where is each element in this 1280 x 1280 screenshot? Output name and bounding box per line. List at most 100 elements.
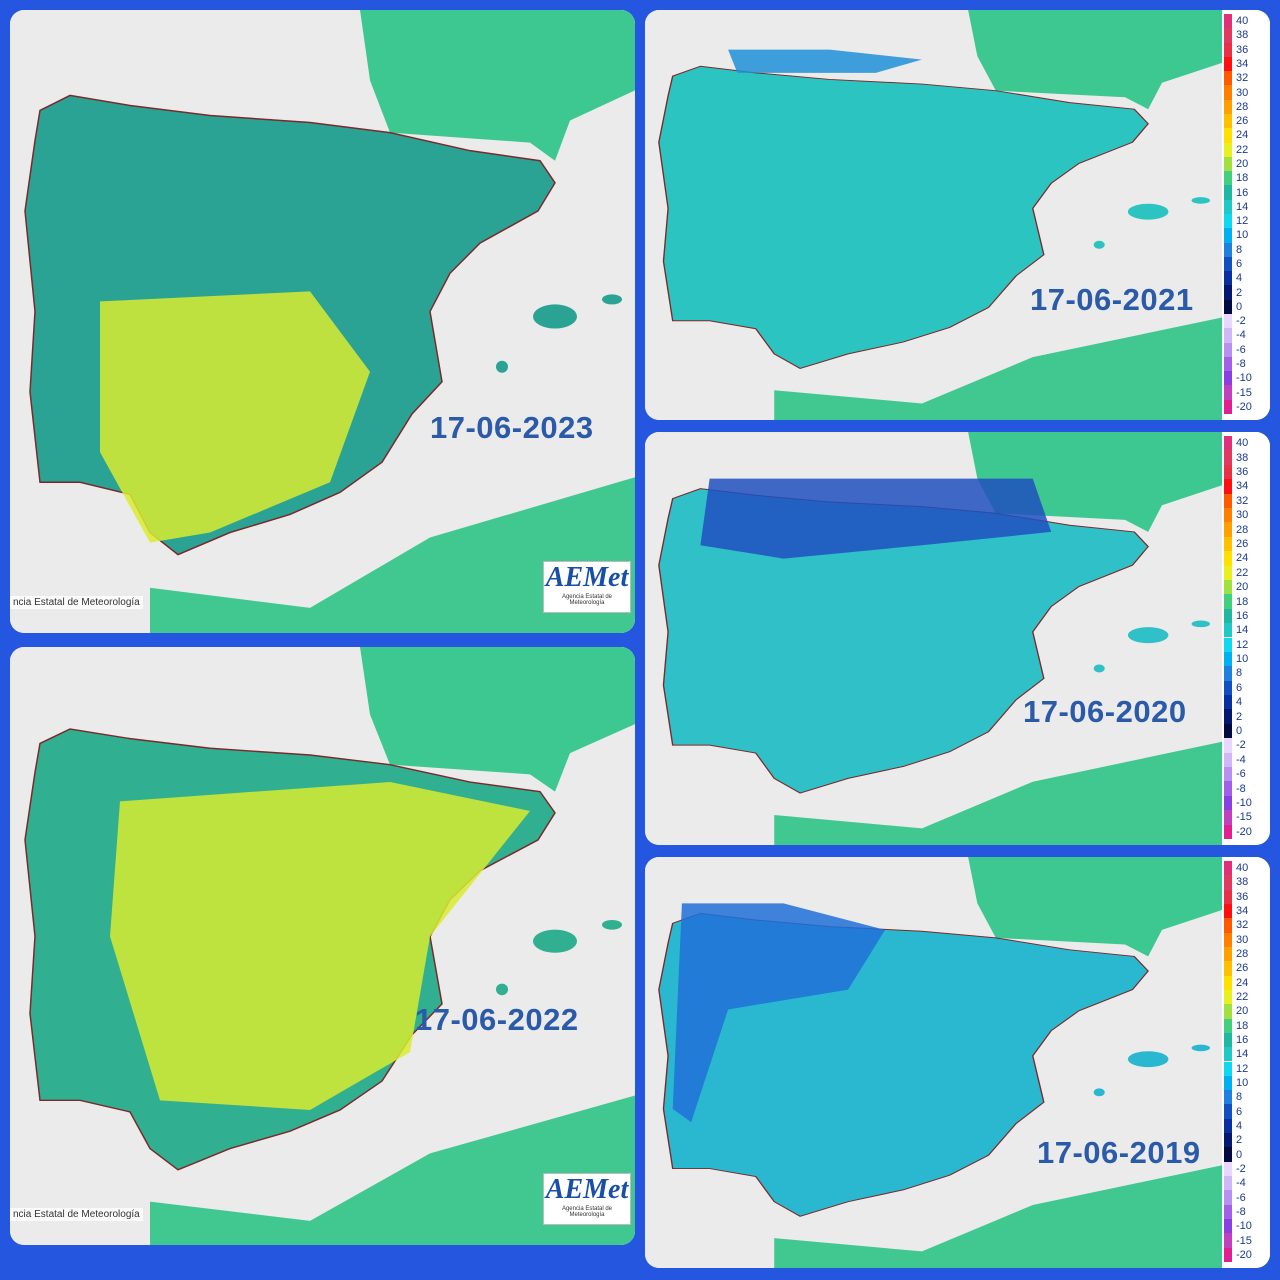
legend-label: -10 (1236, 1220, 1252, 1233)
legend-swatch (1224, 1176, 1232, 1191)
legend-label: 32 (1236, 72, 1249, 85)
legend-label: 12 (1236, 215, 1249, 228)
map-panel: 17-06-2019 40 38 36 34 32 30 28 26 24 22 20 18 16 14 12… (645, 857, 1270, 1268)
legend-swatch (1224, 651, 1232, 667)
legend-swatch (1224, 810, 1232, 825)
legend-label: 38 (1236, 451, 1249, 464)
legend-label: 38 (1236, 876, 1249, 889)
island (1191, 1044, 1210, 1052)
legend-label: -2 (1236, 1162, 1246, 1175)
legend-swatch (1224, 1161, 1232, 1177)
legend-label: 4 (1236, 1119, 1243, 1132)
legend-label: 30 (1236, 509, 1249, 522)
legend-swatch (1224, 114, 1232, 129)
legend-label: 8 (1236, 1091, 1243, 1104)
legend-swatch (1224, 479, 1232, 494)
temperature-map (10, 10, 635, 633)
legend-label: -15 (1236, 811, 1252, 824)
legend-swatch (1224, 128, 1232, 143)
footer-text: ncia Estatal de Meteorología (10, 596, 143, 609)
legend-label: 32 (1236, 919, 1249, 932)
legend-swatch (1224, 1233, 1232, 1248)
legend-label: -8 (1236, 1205, 1246, 1218)
date-label: 17-06-2021 (1030, 282, 1194, 317)
island (1093, 1088, 1105, 1097)
legend-swatch (1224, 536, 1232, 552)
date-label: 17-06-2022 (415, 1002, 579, 1037)
temperature-map (645, 857, 1222, 1268)
legend-label: -10 (1236, 797, 1252, 810)
temperature-zone (728, 49, 922, 73)
legend-label: 26 (1236, 962, 1249, 975)
legend-label: 26 (1236, 537, 1249, 550)
legend-label: 14 (1236, 1048, 1249, 1061)
legend-swatch (1224, 171, 1232, 186)
legend-label: 14 (1236, 200, 1249, 213)
legend-label: 28 (1236, 523, 1249, 536)
legend-label: 40 (1236, 15, 1249, 28)
date-label: 17-06-2020 (1023, 694, 1187, 729)
legend-swatch (1224, 385, 1232, 400)
legend-swatch (1224, 608, 1232, 624)
legend-label: 40 (1236, 437, 1249, 450)
legend-label: 0 (1236, 1148, 1243, 1161)
africa (774, 1165, 1222, 1268)
legend-swatch (1224, 861, 1232, 876)
legend-swatch (1224, 356, 1232, 372)
legend: 40 38 36 34 32 30 28 26 24 22 20 18 16 14 12 10 8 6 4 2 0 -2-… (1222, 432, 1270, 845)
legend-swatch (1224, 256, 1232, 272)
legend-swatch (1224, 738, 1232, 753)
legend-swatch (1224, 1118, 1232, 1134)
legend-swatch (1224, 709, 1232, 724)
legend-label: 24 (1236, 129, 1249, 142)
legend-swatch (1224, 989, 1232, 1005)
legend-label: 32 (1236, 494, 1249, 507)
legend-label: -15 (1236, 1234, 1252, 1247)
legend-swatch (1224, 464, 1232, 480)
legend-label: 12 (1236, 1062, 1249, 1075)
legend-label: -8 (1236, 782, 1246, 795)
legend-label: -4 (1236, 753, 1246, 766)
date-label: 17-06-2023 (430, 410, 594, 445)
legend-swatch (1224, 752, 1232, 768)
legend-swatch (1224, 436, 1232, 451)
legend-label: -15 (1236, 386, 1252, 399)
island (533, 304, 577, 329)
legend-swatch (1224, 285, 1232, 300)
legend-swatch (1224, 946, 1232, 962)
legend-swatch (1224, 85, 1232, 100)
island (1093, 664, 1105, 673)
africa (150, 477, 635, 633)
logo-text: AEMet (545, 1174, 629, 1205)
legend-swatch (1224, 1204, 1232, 1220)
temperature-zone (700, 478, 1052, 559)
island (1127, 1051, 1169, 1068)
map-panel: 17-06-2020 40 38 36 34 32 30 28 26 24 22 20 18 16 14 12… (645, 432, 1270, 845)
legend-label: -4 (1236, 1177, 1246, 1190)
legend-swatch (1224, 1190, 1232, 1205)
legend-swatch (1224, 932, 1232, 947)
temperature-zone (100, 291, 370, 543)
legend-label: 8 (1236, 667, 1243, 680)
logo: AEMet Agencia Estatal de Meteorología (543, 1173, 631, 1225)
map-panel: 17-06-2023 ncia Estatal de Meteorología AE… (10, 10, 635, 633)
legend-swatch (1224, 14, 1232, 29)
legend-label: 4 (1236, 272, 1243, 285)
temperature-map (645, 432, 1222, 845)
legend-swatch (1224, 71, 1232, 86)
legend-label: 12 (1236, 638, 1249, 651)
legend-label: 34 (1236, 905, 1249, 918)
island (1127, 627, 1169, 644)
legend-label: 10 (1236, 1076, 1249, 1089)
island (533, 929, 577, 953)
island (602, 919, 622, 930)
iberia (658, 65, 1149, 369)
legend-label: 22 (1236, 991, 1249, 1004)
legend-label: -10 (1236, 372, 1252, 385)
legend-label: -8 (1236, 358, 1246, 370)
legend-swatch (1224, 875, 1232, 890)
legend-swatch (1224, 156, 1232, 172)
temperature-zone (672, 903, 886, 1123)
legend-swatch (1224, 271, 1232, 286)
legend-label: 30 (1236, 933, 1249, 946)
